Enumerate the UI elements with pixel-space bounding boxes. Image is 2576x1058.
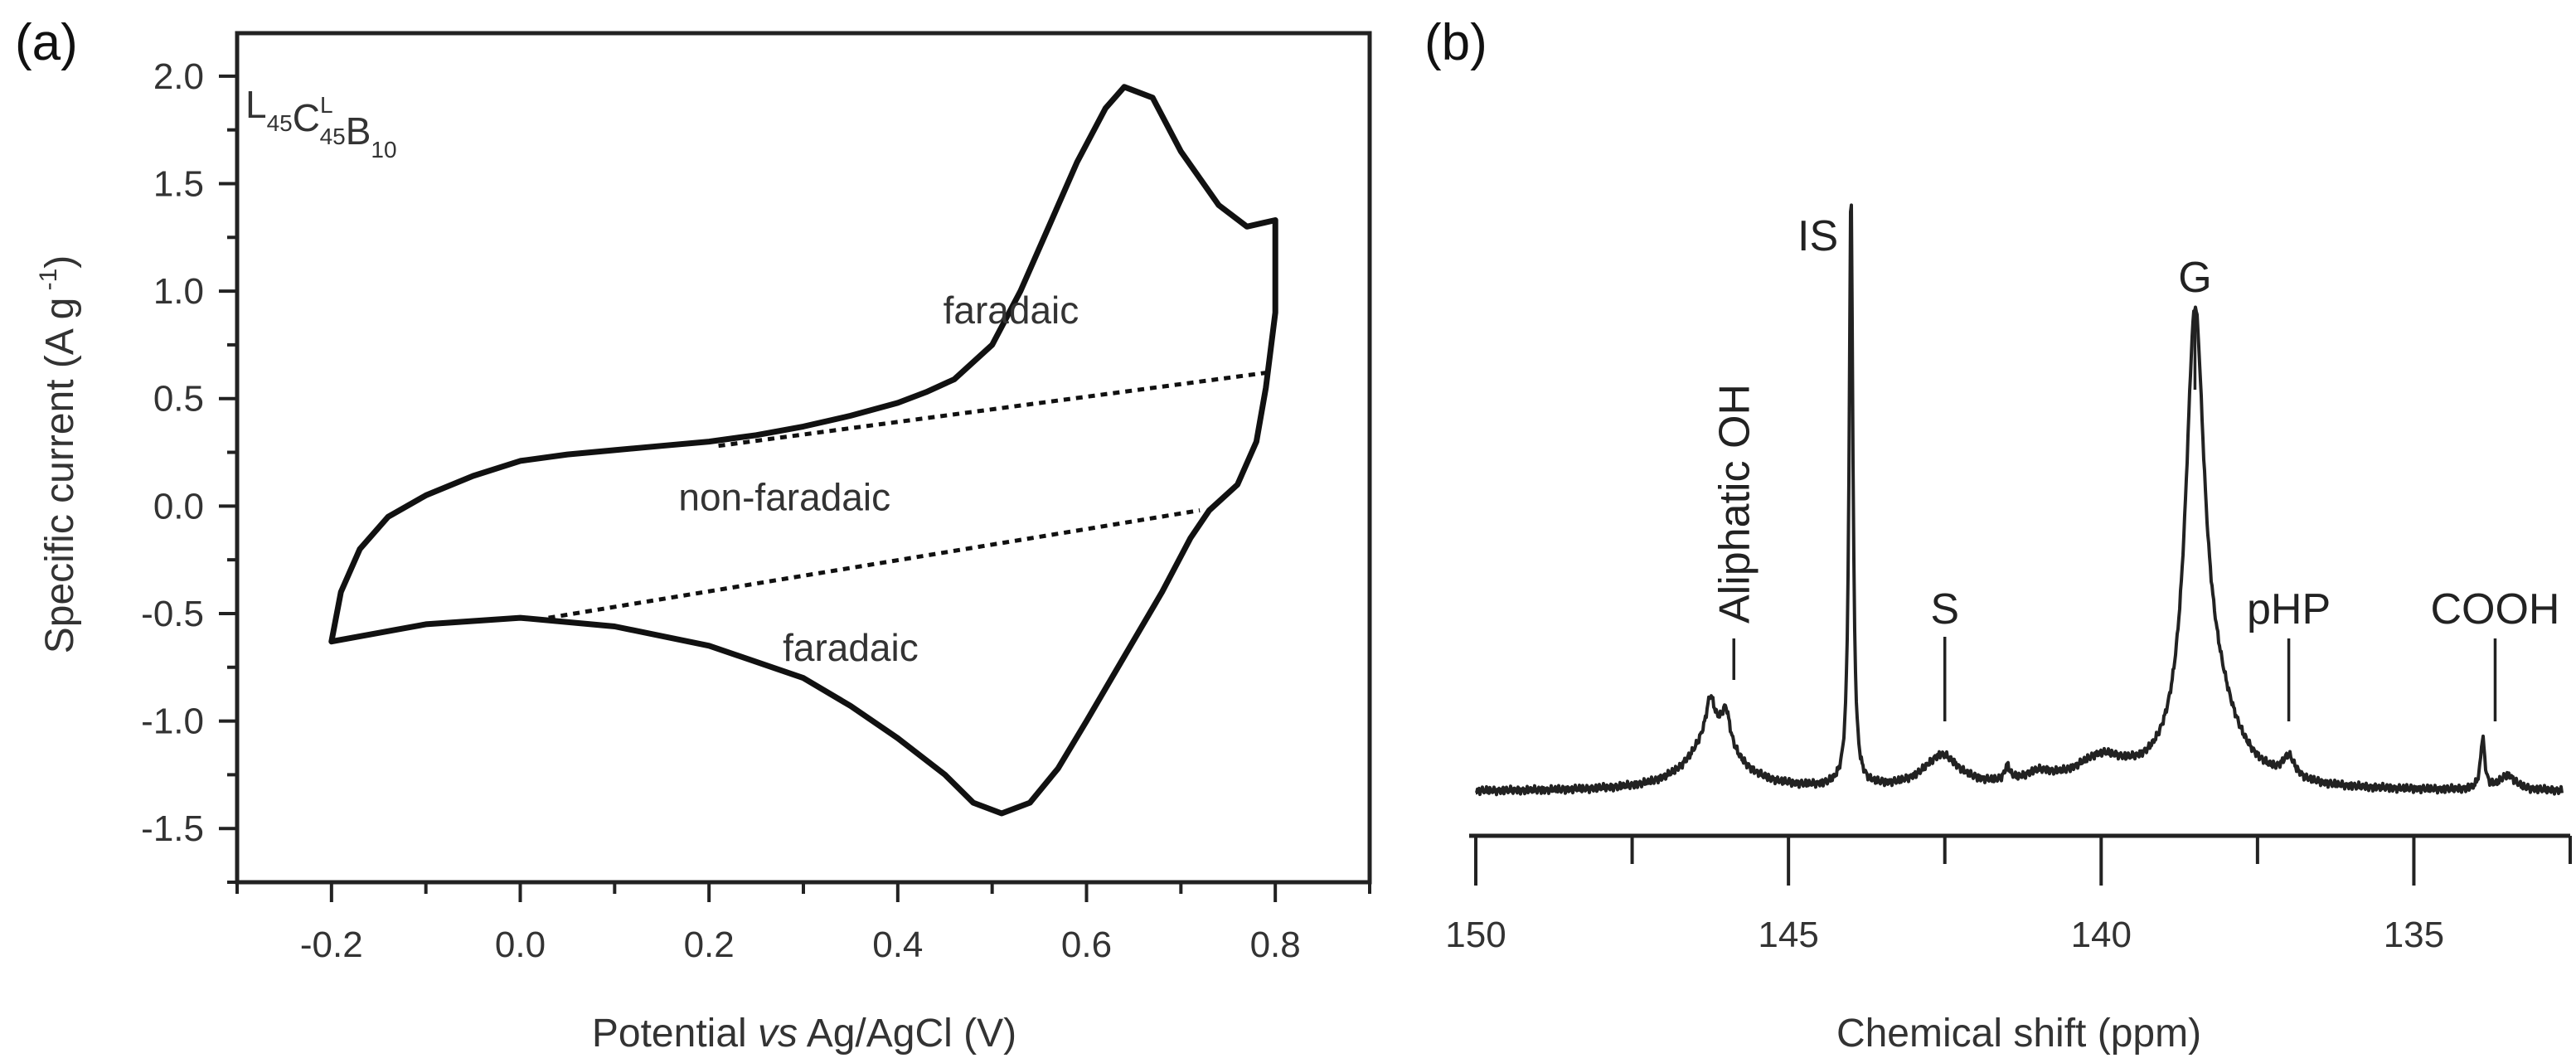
cv-y-tick-label: 0.5 [153, 379, 204, 420]
sample-label: L45CL 45B10 [245, 83, 397, 163]
cv-region-label: faradaic [944, 289, 1079, 332]
nmr-plot-area [1475, 203, 2564, 797]
cv-x-tick-label: 0.6 [1061, 925, 1112, 965]
cv-y-tick-label: 2.0 [153, 56, 204, 97]
nmr-x-tick-label: 145 [1758, 915, 1818, 955]
nmr-peak-label: G [2178, 254, 2211, 302]
nmr-x-tick-label: 150 [1445, 915, 1506, 955]
cv-y-tick-label: 1.5 [153, 163, 204, 204]
cv-x-tick-label: 0.4 [872, 925, 923, 965]
cv-x-tick-label: 0.2 [684, 925, 735, 965]
cv-x-tick-label: 0.8 [1250, 925, 1301, 965]
nmr-x-axis-title: Chemical shift (ppm) [1836, 1012, 2201, 1056]
cv-axis-ticks: -0.2 0.0 0.2 0.4 0.6 0.8 2.0 1.5 1.0 0.5 0.0 -0.5 -1… [141, 56, 1371, 965]
cv-region-label: faradaic [783, 626, 919, 669]
panel-b-label: (b) [1424, 14, 1487, 71]
cv-y-tick-label: 0.0 [153, 486, 204, 527]
panel-a: (a) -0.2 0.0 0.2 0.4 0.6 0.82.01.51.00.50.0-0… [15, 14, 1372, 1056]
nmr-peak-label: Aliphatic OH [1710, 384, 1759, 624]
panel-a-label: (a) [15, 14, 78, 71]
cv-y-tick-label: 1.0 [153, 271, 204, 312]
cv-y-tick-label: -1.0 [141, 701, 204, 742]
cv-x-tick-label: 0.0 [495, 925, 546, 965]
cv-curve [328, 84, 1278, 817]
cv-annotations: faradaic non-faradaic faradaic [678, 289, 1079, 669]
cv-x-axis-title: Potential vs Ag/AgCl (V) [592, 1012, 1016, 1056]
nmr-spectrum-line [1475, 203, 2564, 797]
cv-y-tick-label: -0.5 [141, 594, 204, 634]
cv-baseline-line [718, 371, 1267, 449]
cv-x-tick-label: -0.2 [300, 925, 363, 965]
cv-region-label: non-faradaic [678, 476, 890, 519]
cv-plot-frame [235, 31, 1372, 885]
cv-y-axis-title: Specific current (A g -1) [35, 255, 82, 654]
nmr-peak-label: S [1930, 585, 1959, 633]
cv-y-tick-label: -1.5 [141, 808, 204, 849]
cv-baseline-line [548, 508, 1201, 620]
nmr-peak-label: IS [1797, 212, 1838, 260]
nmr-peak-label: pHP [2247, 585, 2331, 633]
nmr-axis-ticks: 150 145 140 135 [1445, 833, 2572, 955]
nmr-x-tick-label: 140 [2071, 915, 2132, 955]
cv-plot-area [235, 31, 1372, 885]
nmr-peak-label: COOH [2430, 585, 2559, 633]
nmr-x-tick-label: 135 [2384, 915, 2444, 955]
